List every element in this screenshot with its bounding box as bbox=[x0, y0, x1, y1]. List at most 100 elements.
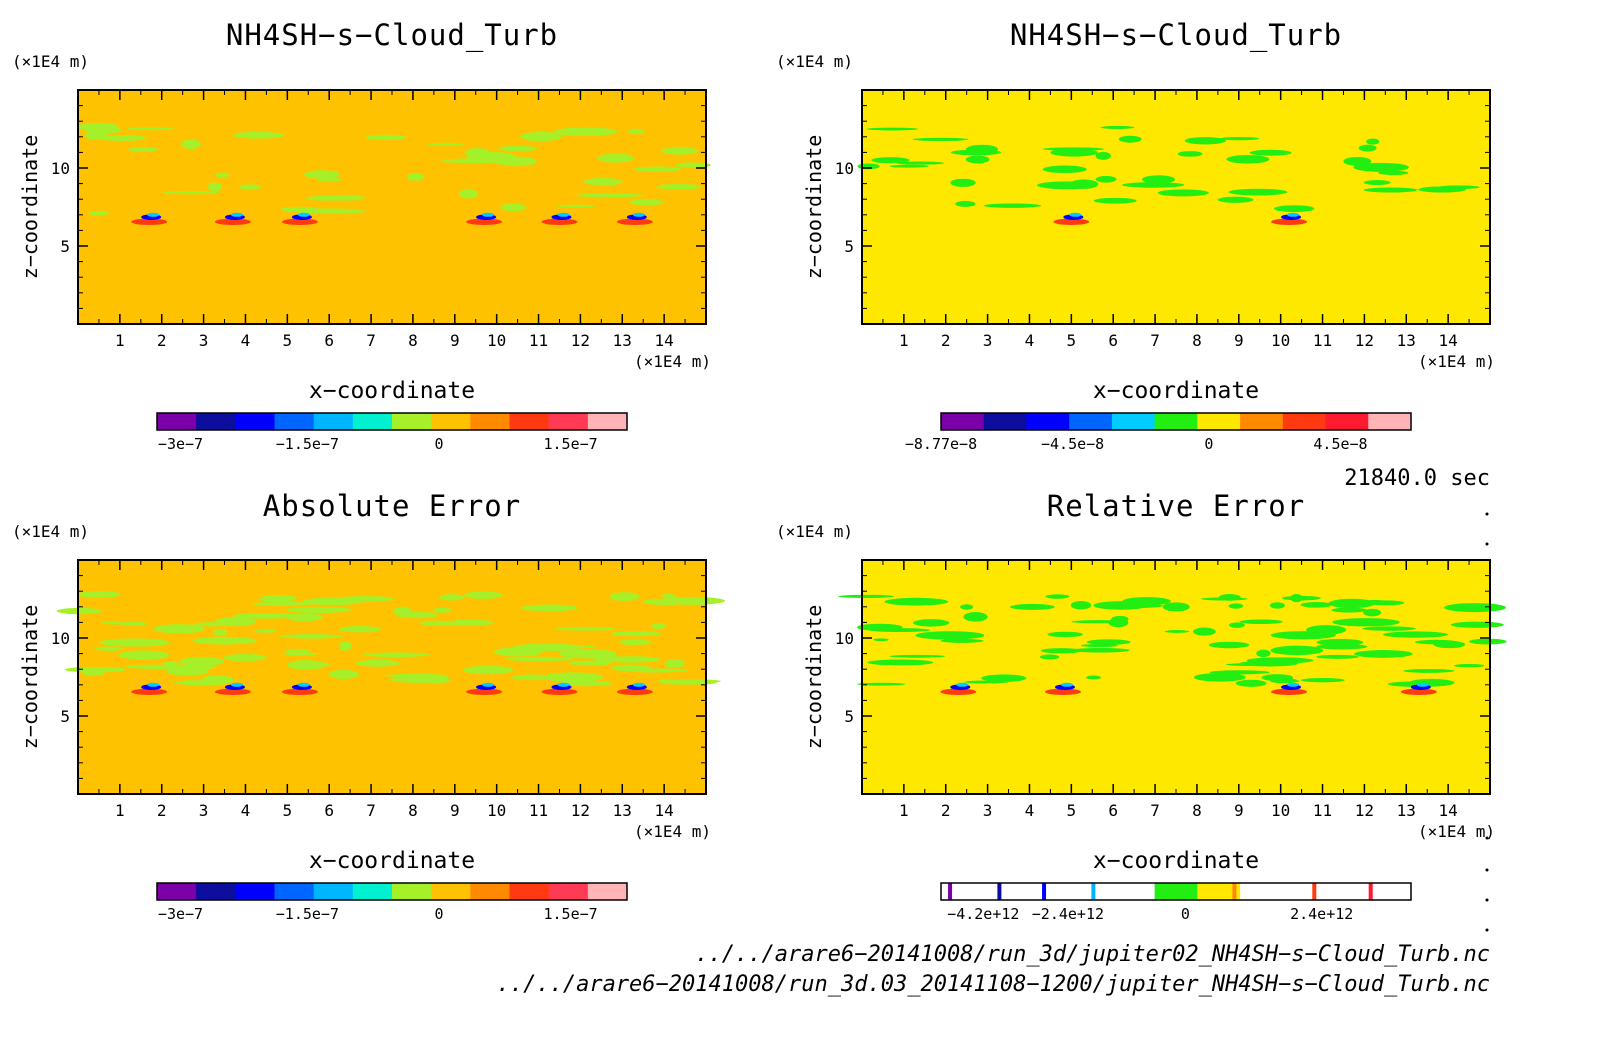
x-tick-label: 14 bbox=[655, 331, 674, 350]
x-tick-label: 13 bbox=[613, 331, 632, 350]
colorbar-label: 4.5e−8 bbox=[1313, 435, 1367, 453]
x-tick-label: 8 bbox=[1192, 331, 1202, 350]
colorbar-swatch bbox=[1069, 883, 1113, 900]
disturbance-mark bbox=[291, 684, 312, 690]
disturbance-mark bbox=[557, 212, 570, 217]
y-tick-label: 5 bbox=[844, 237, 854, 256]
colorbar-swatch bbox=[1197, 413, 1241, 430]
x-tick-label: 5 bbox=[283, 801, 293, 820]
colorbar-swatch bbox=[509, 413, 550, 430]
x-tick-label: 9 bbox=[1234, 801, 1244, 820]
x-tick-label: 2 bbox=[157, 801, 167, 820]
colorbar-level-mark bbox=[1312, 883, 1317, 900]
disturbance-mark bbox=[466, 218, 503, 226]
y-tick-label: 10 bbox=[835, 629, 854, 648]
colorbar-level-mark bbox=[948, 883, 953, 900]
margin-dot bbox=[1485, 868, 1489, 872]
x-tick-label: 3 bbox=[983, 331, 993, 350]
colorbar-swatch bbox=[509, 883, 550, 900]
x-tick-label: 7 bbox=[366, 801, 376, 820]
margin-dot bbox=[1485, 542, 1489, 546]
x-tick-label: 8 bbox=[408, 331, 418, 350]
colorbar-swatch bbox=[983, 413, 1027, 430]
disturbance-mark bbox=[476, 684, 497, 690]
x-unit-label: (×1E4 m) bbox=[1418, 822, 1496, 841]
colorbar-swatch bbox=[1282, 883, 1327, 900]
disturbance-mark bbox=[476, 214, 497, 220]
colorbar-swatch bbox=[1026, 883, 1070, 900]
disturbance-mark bbox=[626, 684, 647, 690]
disturbance-mark bbox=[1281, 684, 1302, 690]
colorbar-frame bbox=[940, 412, 1412, 431]
y-tick-label: 10 bbox=[51, 159, 70, 178]
colorbar-swatch bbox=[392, 883, 432, 900]
x-tick-label: 4 bbox=[241, 801, 251, 820]
disturbance-mark bbox=[1400, 688, 1437, 696]
disturbance-mark bbox=[291, 214, 312, 220]
colorbar-level-mark bbox=[1232, 883, 1237, 900]
colorbar-swatch bbox=[313, 413, 354, 430]
field-background bbox=[78, 90, 706, 324]
colorbar-level-mark bbox=[997, 883, 1002, 900]
disturbance-mark bbox=[1410, 684, 1431, 690]
file-path-1: ../../arare6−20141008/run_3d/jupiter02_N… bbox=[695, 942, 1490, 967]
x-tick-label: 9 bbox=[1234, 331, 1244, 350]
y-axis-label: z−coordinate bbox=[18, 134, 42, 280]
colorbar-label: 0 bbox=[434, 905, 443, 923]
disturbance-mark bbox=[1060, 682, 1073, 687]
field-background bbox=[862, 90, 1490, 324]
disturbance-mark bbox=[541, 688, 578, 696]
disturbance-mark bbox=[1416, 682, 1429, 687]
x-tick-label: 10 bbox=[487, 331, 506, 350]
disturbance-mark bbox=[616, 688, 653, 696]
colorbar-label: −3e−7 bbox=[158, 905, 203, 923]
x-tick-label: 3 bbox=[983, 801, 993, 820]
x-tick-label: 14 bbox=[1439, 801, 1458, 820]
colorbar-label: 0 bbox=[1204, 435, 1213, 453]
disturbance-mark bbox=[482, 212, 495, 217]
x-axis-label: x−coordinate bbox=[308, 848, 476, 874]
colorbar-label: 1.5e−7 bbox=[544, 905, 598, 923]
disturbance-mark bbox=[940, 688, 977, 696]
margin-dot bbox=[1485, 898, 1489, 902]
x-tick-label: 12 bbox=[1355, 801, 1374, 820]
colorbar-swatch bbox=[1111, 413, 1156, 430]
file-path-2: ../../arare6−20141008/run_3d.03_20141108… bbox=[496, 972, 1490, 997]
x-tick-label: 14 bbox=[1439, 331, 1458, 350]
colorbar-swatch bbox=[392, 413, 432, 430]
colorbar-swatch bbox=[274, 883, 315, 900]
colorbar-swatch bbox=[431, 413, 471, 430]
x-tick-label: 5 bbox=[1067, 331, 1077, 350]
disturbance-mark bbox=[281, 688, 318, 696]
disturbance-mark bbox=[1069, 212, 1082, 217]
x-unit-label: (×1E4 m) bbox=[1418, 352, 1496, 371]
x-tick-label: 3 bbox=[199, 801, 209, 820]
x-tick-label: 11 bbox=[1313, 331, 1332, 350]
x-tick-label: 1 bbox=[115, 801, 125, 820]
y-unit-label: (×1E4 m) bbox=[776, 522, 854, 541]
cloud-band-regions bbox=[857, 125, 1480, 213]
x-tick-label: 11 bbox=[1313, 801, 1332, 820]
colorbar-frame bbox=[156, 882, 628, 901]
x-tick-label: 6 bbox=[1108, 331, 1118, 350]
disturbance-mark bbox=[1053, 218, 1090, 226]
disturbance-mark bbox=[466, 688, 503, 696]
x-axis-label: x−coordinate bbox=[308, 378, 476, 404]
plot-frame bbox=[77, 89, 707, 325]
margin-dot bbox=[1485, 512, 1489, 516]
colorbar-swatch bbox=[1111, 883, 1156, 900]
chart-title: NH4SH−s−Cloud_Turb bbox=[1009, 18, 1343, 52]
x-tick-label: 8 bbox=[1192, 801, 1202, 820]
x-tick-label: 13 bbox=[613, 801, 632, 820]
disturbance-mark bbox=[281, 218, 318, 226]
colorbar-label: 0 bbox=[434, 435, 443, 453]
disturbance-mark bbox=[214, 688, 251, 696]
x-tick-label: 4 bbox=[1025, 801, 1035, 820]
colorbar-swatch bbox=[235, 883, 275, 900]
colorbar-level-mark bbox=[1368, 883, 1373, 900]
disturbance-mark bbox=[616, 218, 653, 226]
colorbar-swatch bbox=[1325, 883, 1369, 900]
colorbar-swatch bbox=[941, 413, 985, 430]
colorbar-label: −2.4e+12 bbox=[1032, 905, 1104, 923]
disturbance-mark bbox=[482, 682, 495, 687]
